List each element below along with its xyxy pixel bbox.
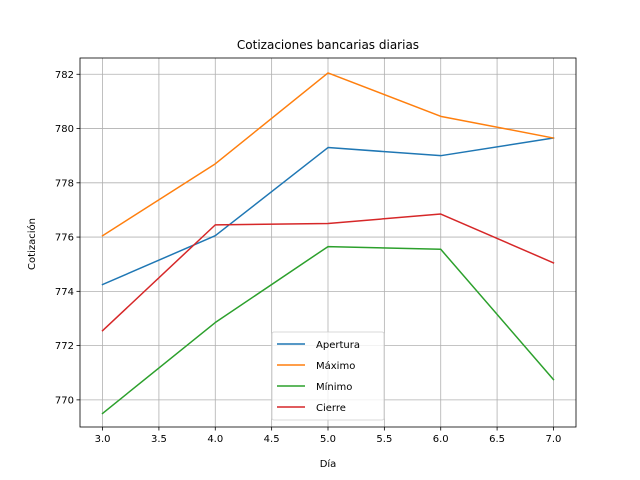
y-tick-label: 776 — [55, 233, 74, 244]
x-tick-label: 4.0 — [207, 434, 223, 445]
y-axis-ticks: 770 772 774 776 778 780 782 — [55, 70, 80, 406]
x-tick-label: 6.0 — [433, 434, 449, 445]
x-tick-label: 3.0 — [95, 434, 111, 445]
legend-box — [271, 331, 385, 421]
x-tick-label: 4.5 — [264, 434, 280, 445]
legend-label: Mínimo — [316, 381, 352, 393]
series-line-2 — [101, 245, 555, 415]
y-tick-label: 774 — [55, 287, 74, 298]
y-tick-label: 778 — [55, 178, 74, 189]
legend-label: Máximo — [316, 360, 355, 372]
x-tick-label: 6.5 — [489, 434, 505, 445]
x-tick-label: 5.0 — [320, 434, 336, 445]
x-tick-label: 3.5 — [151, 434, 167, 445]
y-axis-label: Cotización — [26, 218, 38, 270]
series-line-0 — [101, 137, 555, 286]
x-tick-label: 7.0 — [546, 434, 562, 445]
y-tick-label: 770 — [55, 395, 74, 406]
x-axis-ticks: 3.0 3.5 4.0 4.5 5.0 5.5 6.0 6.5 7.0 — [95, 427, 562, 445]
y-tick-label: 782 — [55, 70, 74, 81]
series-line-1 — [101, 72, 555, 237]
legend-label: Cierre — [316, 403, 346, 414]
x-axis-label: Día — [320, 458, 337, 470]
x-tick-label: 5.5 — [376, 434, 392, 445]
legend: Apertura Máximo Mínimo Cierre — [271, 331, 385, 421]
series-line-3 — [101, 213, 555, 332]
series-lines — [101, 72, 555, 415]
chart-title: Cotizaciones bancarias diarias — [237, 38, 419, 52]
y-tick-label: 772 — [55, 341, 74, 352]
legend-label: Apertura — [316, 340, 360, 351]
y-tick-label: 780 — [55, 124, 74, 135]
